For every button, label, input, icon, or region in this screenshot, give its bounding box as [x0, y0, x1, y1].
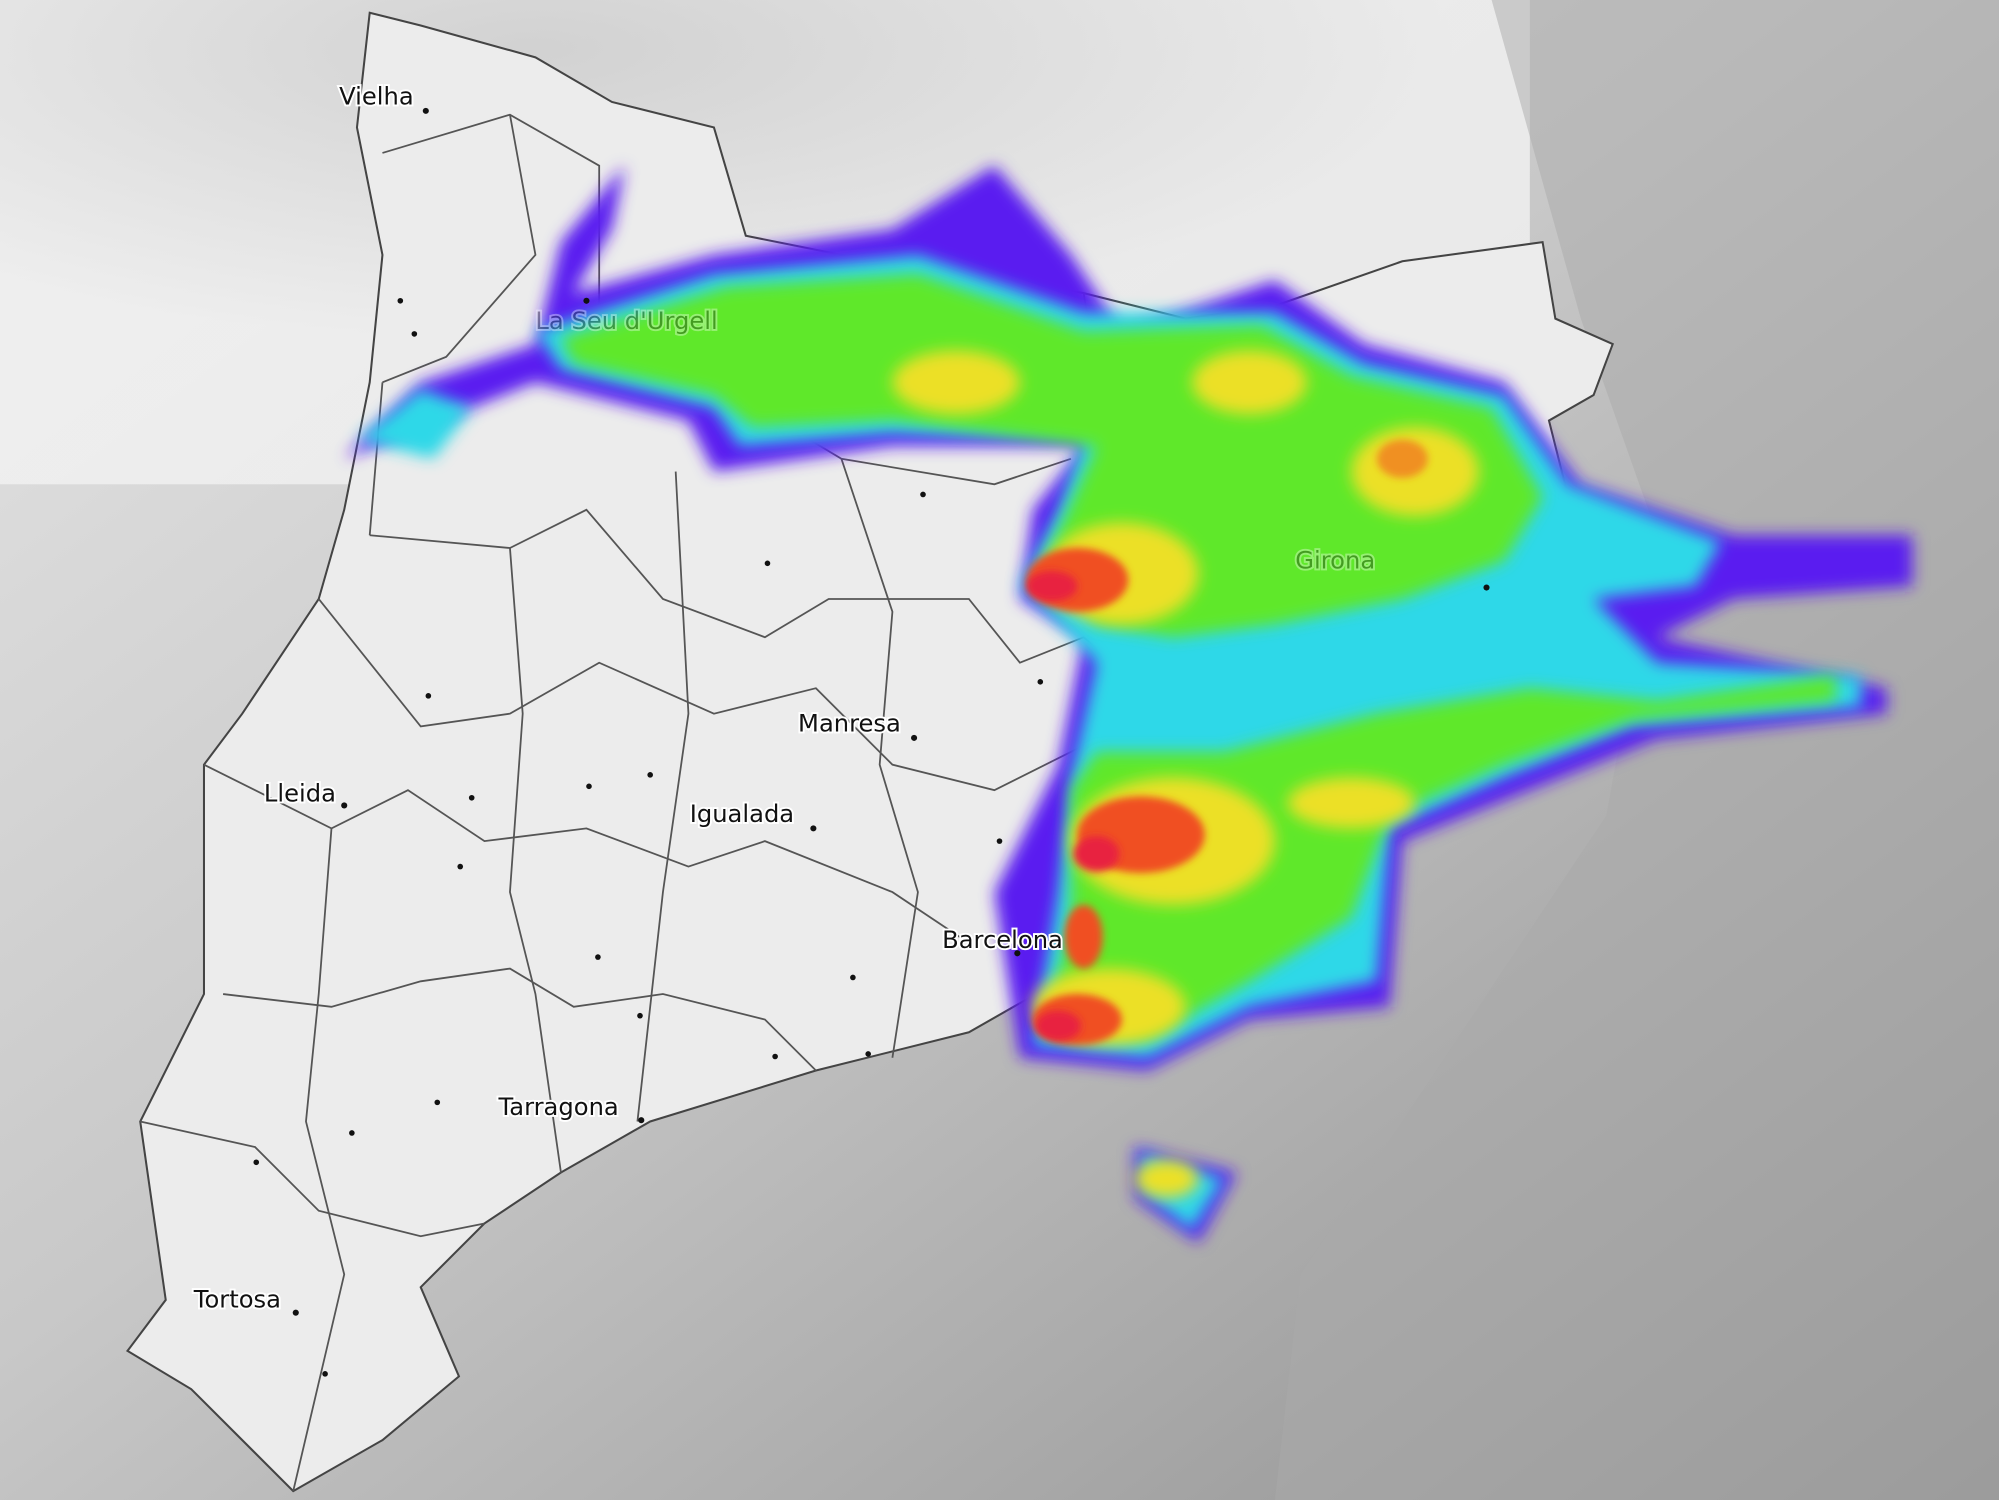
town-dot	[1037, 679, 1044, 685]
city-dot	[341, 802, 348, 809]
city-dot	[1483, 584, 1490, 591]
town-dot	[996, 838, 1003, 844]
sea-shade	[1274, 0, 1999, 1500]
town-dot	[468, 794, 475, 801]
town-dot	[457, 863, 464, 870]
city-label: Tortosa	[193, 1286, 281, 1314]
city-label: Barcelona	[942, 926, 1063, 954]
city-label: Girona	[1295, 546, 1375, 574]
city-label: La Seu d'Urgell	[535, 307, 717, 335]
town-dot	[586, 783, 592, 790]
town-dot	[920, 491, 926, 498]
town-dot	[349, 1130, 355, 1136]
town-dot	[850, 974, 856, 981]
town-dot	[411, 331, 418, 337]
city-dot	[810, 825, 817, 832]
town-dot	[425, 693, 432, 699]
city-dot	[1014, 950, 1021, 957]
town-dot	[647, 772, 653, 778]
town-dot	[253, 1159, 260, 1166]
city-dot	[292, 1309, 299, 1316]
radar-echoes	[344, 165, 1913, 1243]
city-label: Vielha	[339, 83, 414, 111]
town-dot	[595, 954, 601, 960]
echo-intense	[1026, 570, 1120, 1042]
city-label: Lleida	[264, 780, 336, 808]
city-label: Igualada	[690, 800, 794, 828]
city-dot	[422, 107, 429, 114]
city-label: Manresa	[798, 710, 901, 738]
city-dot	[911, 734, 918, 741]
cities: Vielha La Seu d'Urgell Lleida Manresa Iguala…	[191, 81, 1490, 1377]
city-dot	[638, 1117, 645, 1124]
town-dot	[434, 1099, 441, 1106]
town-dot	[322, 1371, 328, 1377]
city-dot	[583, 297, 590, 304]
town-dot	[865, 1051, 871, 1057]
town-dot	[772, 1053, 778, 1060]
town-dot	[637, 1012, 643, 1019]
town-dot	[764, 560, 771, 567]
town-dot	[397, 297, 404, 304]
city-label: Tarragona	[497, 1093, 618, 1121]
